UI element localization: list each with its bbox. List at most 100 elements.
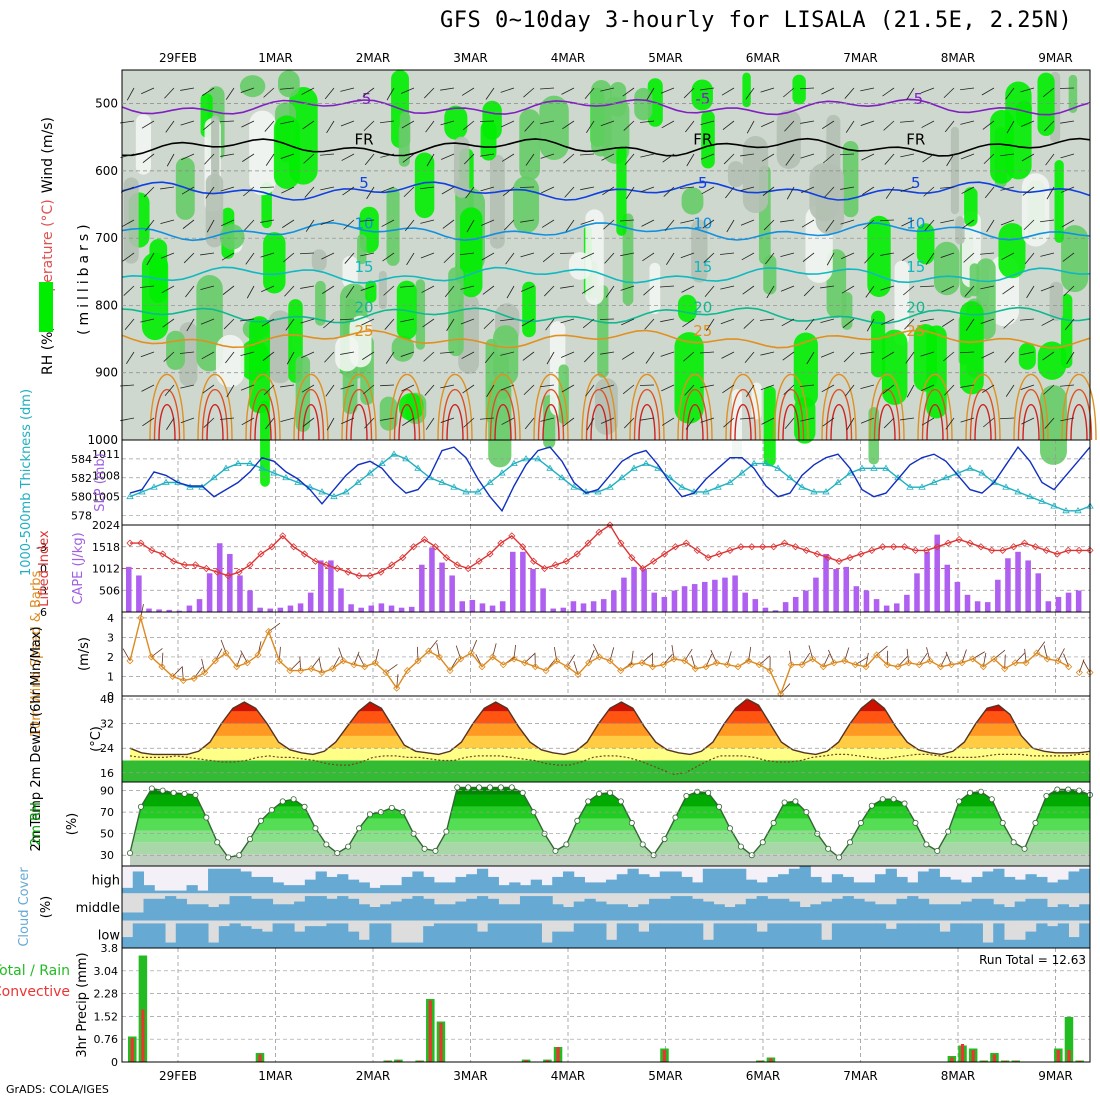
thickness-line-point — [762, 459, 770, 467]
wind-barb — [1021, 417, 1035, 425]
cloud-cell — [821, 939, 833, 948]
rh2m-line-point — [225, 854, 232, 861]
wind-barb — [1060, 384, 1075, 387]
date-label-bottom: 29FEB — [159, 1069, 197, 1083]
wind-barb — [600, 351, 615, 355]
wind-barb — [364, 153, 375, 166]
thickness-line-point — [1074, 507, 1082, 514]
cloud-cell — [390, 885, 403, 894]
cape-bar — [156, 609, 162, 612]
wind-speed-line-point — [147, 653, 155, 661]
wind-barb — [866, 318, 875, 332]
cape-bar — [247, 590, 253, 612]
thickness-line-point — [342, 488, 350, 495]
wind-barb — [446, 318, 455, 332]
cloud-cell — [509, 923, 521, 948]
rh2m-line-point — [923, 841, 930, 848]
isotherm-label: 20 — [354, 299, 373, 317]
wind-barb — [385, 351, 395, 364]
cloud-cell — [670, 871, 682, 894]
wind-barb — [120, 153, 135, 159]
wind-barb — [700, 384, 715, 389]
cloud-cell — [251, 876, 263, 894]
cape-bar — [318, 560, 324, 612]
wind-barb — [501, 417, 515, 425]
cloud-cell — [315, 926, 327, 948]
wind-speed-line-point — [873, 651, 881, 659]
cloud-cell — [337, 923, 349, 948]
thickness-line-point — [630, 464, 638, 471]
rh-cell — [1040, 385, 1067, 465]
rh2m-line-point — [956, 798, 963, 805]
cloud-cell — [122, 912, 134, 921]
lifted-index-line-point — [508, 532, 516, 540]
wind-speed-line-point — [403, 667, 411, 675]
cape-bar — [267, 608, 274, 612]
cloud-cell — [649, 876, 661, 894]
cloud-cell — [713, 868, 725, 894]
rh2m-line-point — [476, 784, 483, 791]
wind-barb — [241, 417, 255, 426]
wind-barb — [562, 417, 575, 427]
cape-bar — [833, 569, 839, 612]
cloud-cell — [122, 887, 134, 894]
lifted-index-line-point — [213, 568, 221, 576]
thickness-line-point — [822, 488, 830, 495]
wind-barb — [960, 120, 975, 125]
lifted-index-line-point — [715, 550, 723, 558]
cape-bar — [560, 607, 567, 612]
surface-contour — [158, 404, 176, 441]
wind-barb — [620, 285, 635, 291]
wind-barb — [921, 384, 935, 392]
cloud-cell — [896, 876, 908, 894]
lifted-index-line-point — [344, 568, 352, 576]
wind-barb — [505, 252, 515, 265]
wind-barb — [342, 186, 355, 196]
precip-conv-bar — [130, 1038, 134, 1062]
lifted-index-line-point — [388, 561, 396, 569]
wind-barb — [380, 120, 395, 124]
lifted-index-line-point — [486, 550, 494, 558]
cloud-cell — [261, 898, 274, 921]
rh2m-line-point — [301, 803, 308, 810]
cloud-cell — [315, 896, 327, 921]
wind-barb — [240, 87, 255, 93]
rh2m-line-point — [388, 804, 395, 811]
rh2m-line-point — [268, 807, 275, 814]
wind-barb — [684, 384, 695, 396]
cape-bar — [843, 566, 850, 612]
thickness-line-point — [726, 478, 734, 485]
wind-barb — [322, 285, 335, 294]
cape-bar — [398, 607, 405, 612]
wind-speed-line-point — [446, 667, 454, 675]
cloud-cell — [347, 898, 360, 921]
isotherm-label: 25 — [693, 322, 712, 340]
wind-barb — [740, 219, 755, 226]
wind-barb — [640, 153, 655, 158]
lifted-index-line-point — [824, 554, 832, 562]
wind-barb — [685, 120, 695, 133]
wind-barb — [746, 384, 755, 397]
precip-conv-bar — [524, 1060, 528, 1062]
rh-cell — [415, 279, 426, 350]
cloud-cell — [466, 874, 478, 894]
cloud-cell — [917, 871, 930, 894]
wind-barb — [761, 153, 775, 162]
cape-bar — [1075, 590, 1082, 612]
wind-barb — [883, 417, 895, 429]
wind-barb — [1043, 384, 1055, 395]
rh-cell — [1061, 225, 1089, 293]
cloud-cell — [982, 871, 994, 894]
wind-barb — [180, 120, 195, 126]
lifted-index-line-point — [1031, 543, 1040, 551]
wind-barb — [960, 384, 975, 388]
rh-cell — [519, 109, 541, 181]
wind-barb — [380, 186, 395, 193]
wind-speed-line-point — [179, 676, 187, 684]
cloud-cell — [186, 885, 198, 894]
wind-barb — [483, 318, 495, 330]
thickness-line-point — [1002, 483, 1010, 490]
wind-tick-label: 2 — [107, 651, 114, 664]
cloud-cell — [627, 868, 639, 894]
lifted-index-line-point — [1010, 543, 1018, 551]
